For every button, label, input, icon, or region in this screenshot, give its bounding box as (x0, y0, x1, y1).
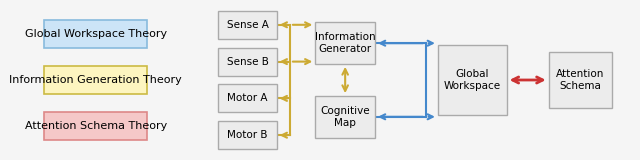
Text: Attention Schema Theory: Attention Schema Theory (25, 121, 167, 131)
FancyBboxPatch shape (218, 121, 277, 149)
FancyBboxPatch shape (438, 45, 507, 115)
Text: Attention
Schema: Attention Schema (556, 69, 604, 91)
Text: Motor B: Motor B (227, 130, 268, 140)
Text: Information Generation Theory: Information Generation Theory (10, 75, 182, 85)
Text: Sense A: Sense A (227, 20, 268, 30)
FancyBboxPatch shape (548, 52, 612, 108)
FancyBboxPatch shape (218, 48, 277, 76)
Text: Information
Generator: Information Generator (315, 32, 376, 54)
Text: Global Workspace Theory: Global Workspace Theory (25, 29, 167, 39)
FancyBboxPatch shape (44, 20, 147, 48)
FancyBboxPatch shape (218, 11, 277, 39)
FancyBboxPatch shape (218, 84, 277, 112)
FancyBboxPatch shape (44, 66, 147, 94)
Text: Motor A: Motor A (227, 93, 268, 103)
Text: Sense B: Sense B (227, 57, 268, 67)
Text: Cognitive
Map: Cognitive Map (321, 106, 370, 128)
Text: Global
Workspace: Global Workspace (444, 69, 500, 91)
FancyBboxPatch shape (316, 22, 375, 64)
FancyBboxPatch shape (316, 96, 375, 138)
FancyBboxPatch shape (44, 112, 147, 140)
